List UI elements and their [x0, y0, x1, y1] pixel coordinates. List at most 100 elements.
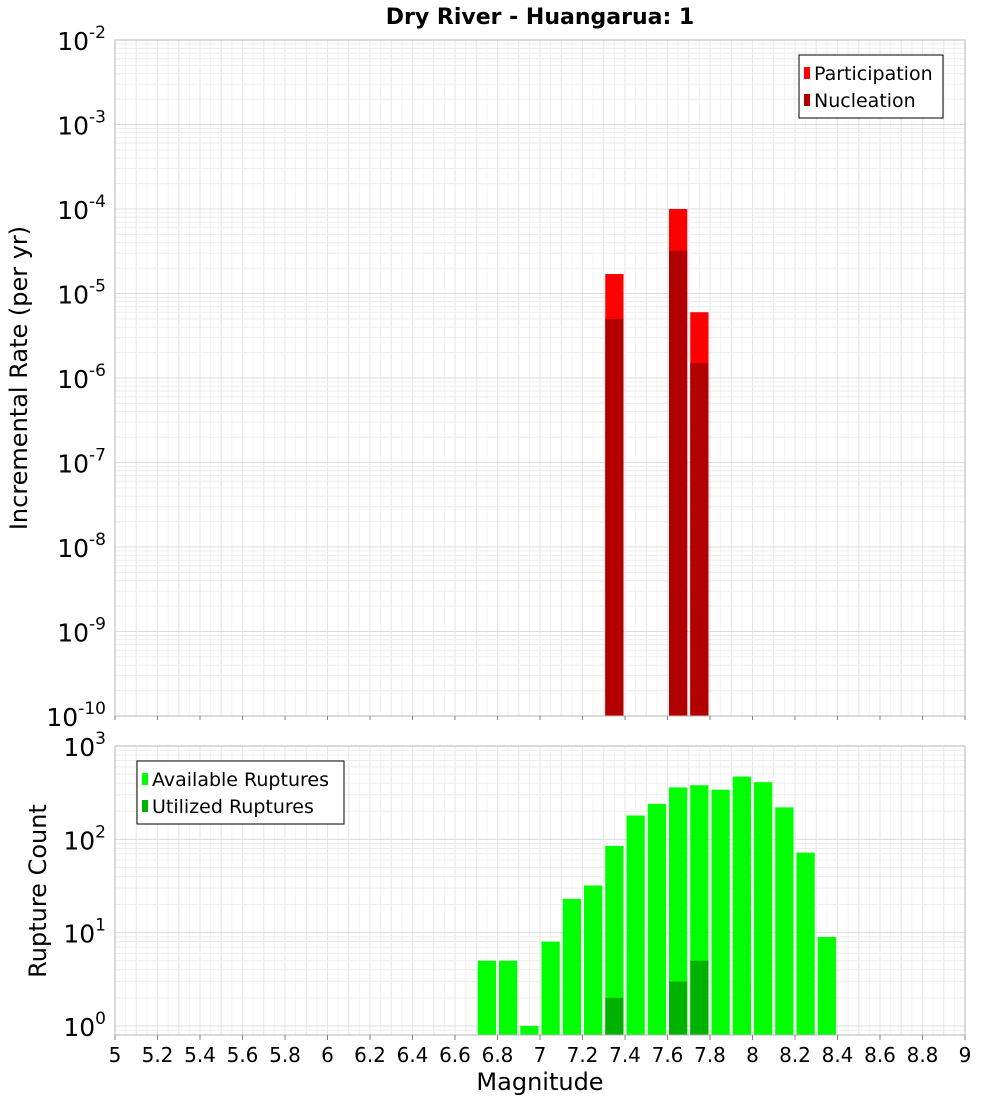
rate-ytick-exponent: -4 [89, 192, 106, 212]
rate-ytick-base: 10 [46, 703, 78, 732]
rate-legend-box [798, 54, 944, 119]
x-tick-label: 6.6 [439, 1043, 471, 1067]
x-tick-label: 5.8 [269, 1043, 301, 1067]
count-bar-available-ruptures [817, 936, 836, 1035]
x-tick-label: 6.4 [397, 1043, 429, 1067]
rate-ytick-exponent: -10 [78, 699, 106, 719]
rate-bar-nucleation [690, 363, 709, 716]
count-ytick-label: 102 [63, 822, 106, 855]
rate-x-ticks [114, 716, 966, 720]
rate-ytick-exponent: -6 [89, 361, 106, 381]
count-legend-box [136, 760, 345, 825]
count-bar-utilized-ruptures [605, 997, 624, 1035]
x-tick-label: 7.6 [652, 1043, 684, 1067]
count-legend: Available Ruptures Utilized Ruptures [136, 760, 345, 825]
count-bar-available-ruptures [647, 803, 666, 1035]
rate-ytick-label: 10-7 [57, 446, 106, 479]
rate-ytick-label: 10-5 [57, 277, 106, 310]
x-tick-label: 7.4 [609, 1043, 641, 1067]
x-tick-label: 8.4 [822, 1043, 854, 1067]
rate-panel: 10-210-310-410-510-610-710-810-910-10Par… [46, 23, 966, 732]
rate-legend-swatch-participation [804, 67, 810, 79]
x-ticks: 5 5.2 5.4 5.6 5.8 6 6.2 6.4 6.6 6.8 7 7.2 7.4 7.6 7.8 8… [109, 1035, 971, 1067]
count-legend-swatch-available-ruptures [142, 773, 148, 785]
count-bar-available-ruptures [626, 815, 645, 1035]
count-ytick-label: 101 [63, 916, 106, 949]
rate-ytick-exponent: -2 [89, 23, 106, 43]
rate-axis-label: Incremental Rate (per yr) [5, 226, 33, 530]
x-tick-label: 8.8 [907, 1043, 939, 1067]
x-tick-label: 8.6 [864, 1043, 896, 1067]
x-tick-label: 5.2 [142, 1043, 174, 1067]
count-axis-label: Rupture Count [24, 804, 52, 978]
count-bar-utilized-ruptures [690, 960, 709, 1035]
rate-ytick-label: 10-4 [57, 192, 106, 225]
count-bar-available-ruptures [584, 885, 603, 1035]
count-legend-swatch-utilized-ruptures [142, 800, 148, 812]
x-tick-label: 6.8 [482, 1043, 514, 1067]
rate-legend-label-participation: Participation [814, 63, 933, 85]
count-ytick-exponent: 3 [95, 729, 106, 749]
x-tick-label: 8.2 [779, 1043, 811, 1067]
count-ytick-exponent: 2 [95, 822, 106, 842]
count-ytick-label: 100 [63, 1009, 106, 1042]
rate-ytick-label: 10-9 [57, 615, 106, 648]
count-ytick-base: 10 [63, 1013, 95, 1042]
x-tick-label: 6 [321, 1043, 334, 1067]
count-bar-available-ruptures [541, 941, 560, 1035]
count-bars [477, 776, 836, 1035]
x-tick-label: 7 [534, 1043, 547, 1067]
rate-bar-nucleation [605, 318, 624, 716]
count-bar-available-ruptures [775, 807, 794, 1035]
rate-ytick-base: 10 [57, 196, 89, 225]
x-tick-label: 8 [746, 1043, 759, 1067]
rate-ytick-exponent: -9 [89, 615, 106, 635]
rate-legend-swatch-nucleation [804, 94, 810, 106]
x-tick-label: 7.8 [694, 1043, 726, 1067]
count-ytick-exponent: 0 [95, 1009, 106, 1029]
count-legend-label-utilized-ruptures: Utilized Ruptures [152, 796, 314, 818]
rate-ytick-exponent: -3 [89, 108, 106, 128]
chart-title: Dry River - Huangarua: 1 [386, 5, 694, 30]
rate-ytick-exponent: -7 [89, 446, 106, 466]
magnitude-axis-label: Magnitude [476, 1068, 603, 1096]
rate-ytick-base: 10 [57, 27, 89, 56]
rate-legend-label-nucleation: Nucleation [814, 90, 916, 112]
rate-ytick-base: 10 [57, 619, 89, 648]
count-bar-available-ruptures [754, 782, 773, 1035]
count-bar-available-ruptures [732, 776, 751, 1035]
count-ytick-exponent: 1 [95, 916, 106, 936]
count-bar-available-ruptures [605, 845, 624, 1035]
rate-ytick-label: 10-8 [57, 530, 106, 563]
x-tick-label: 6.2 [354, 1043, 386, 1067]
x-tick-label: 5.4 [184, 1043, 216, 1067]
count-bar-available-ruptures [669, 787, 688, 1035]
count-ytick-base: 10 [63, 733, 95, 762]
rate-ytick-base: 10 [57, 281, 89, 310]
rate-bar-nucleation [669, 250, 688, 716]
x-tick-label: 5 [109, 1043, 122, 1067]
rate-ytick-label: 10-10 [46, 699, 106, 732]
count-bar-available-ruptures [796, 852, 815, 1035]
count-bar-available-ruptures [499, 960, 518, 1035]
rate-grid [114, 39, 966, 717]
count-ytick-base: 10 [63, 920, 95, 949]
count-bar-available-ruptures [711, 789, 730, 1035]
count-legend-label-available-ruptures: Available Ruptures [152, 769, 329, 791]
count-bar-available-ruptures [477, 960, 496, 1035]
count-bar-utilized-ruptures [669, 981, 688, 1035]
rate-ytick-base: 10 [57, 450, 89, 479]
x-tick-label: 7.2 [567, 1043, 599, 1067]
count-bar-available-ruptures [562, 898, 581, 1035]
rate-legend: Participation Nucleation [798, 54, 944, 119]
rate-ytick-exponent: -5 [89, 277, 106, 297]
count-bar-available-ruptures [520, 1025, 539, 1035]
rate-ytick-exponent: -8 [89, 530, 106, 550]
count-ytick-base: 10 [63, 826, 95, 855]
count-ytick-label: 103 [63, 729, 106, 762]
x-tick-label: 5.6 [227, 1043, 259, 1067]
rate-bars [605, 209, 709, 716]
rate-ytick-label: 10-6 [57, 361, 106, 394]
